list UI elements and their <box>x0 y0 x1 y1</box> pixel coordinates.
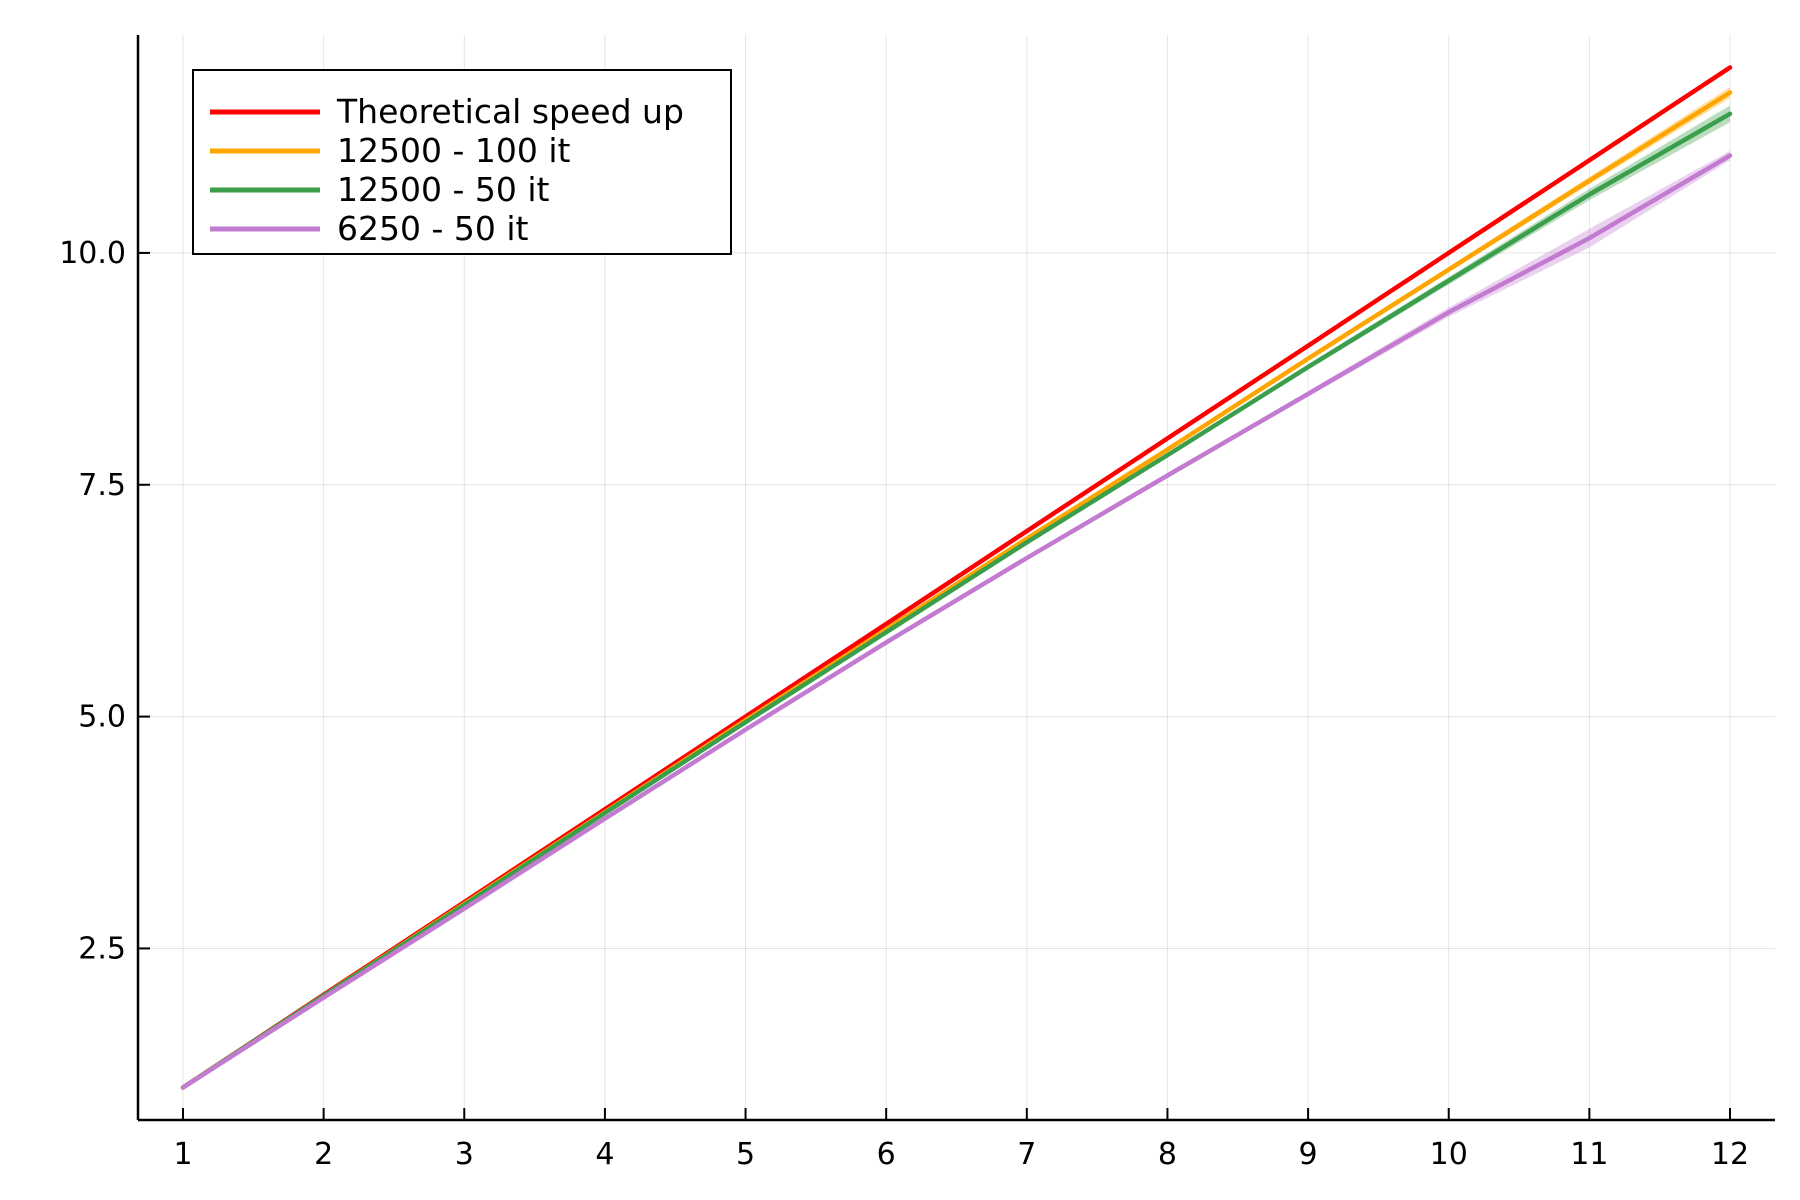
x-tick-label: 11 <box>1570 1137 1608 1172</box>
series-point <box>1446 250 1451 255</box>
series-point <box>1446 310 1451 315</box>
series-point <box>743 727 748 732</box>
y-tick-label: 2.5 <box>78 931 126 966</box>
series-point <box>1165 436 1170 441</box>
series-point <box>1587 192 1592 197</box>
series-point <box>1306 391 1311 396</box>
x-tick-label: 2 <box>314 1137 333 1172</box>
series-point <box>602 816 607 821</box>
series-point <box>1024 540 1029 545</box>
y-tick-label: 7.5 <box>78 468 126 503</box>
x-tick-label: 4 <box>595 1137 614 1172</box>
series-point <box>1727 65 1732 70</box>
y-tick-label: 10.0 <box>59 236 126 271</box>
axes: 1 2 3 4 5 6 7 8 9 10 11 122.55.07.510.0 <box>59 35 1775 1172</box>
series-point <box>1727 90 1732 95</box>
x-tick-label: 3 <box>455 1137 474 1172</box>
series-point <box>1446 267 1451 272</box>
x-tick-label: 6 <box>877 1137 896 1172</box>
series-point <box>743 720 748 725</box>
series-point <box>1306 356 1311 361</box>
x-tick-label: 12 <box>1711 1137 1749 1172</box>
series-point <box>181 1085 186 1090</box>
x-tick-label: 5 <box>736 1137 755 1172</box>
legend-label: 12500 - 100 it <box>337 131 571 170</box>
series-point <box>1024 529 1029 534</box>
series-lines <box>180 65 1733 1090</box>
series-point <box>321 995 326 1000</box>
series-point <box>1306 343 1311 348</box>
series-point <box>1587 178 1592 183</box>
x-tick-label: 1 <box>173 1137 192 1172</box>
x-tick-label: 9 <box>1299 1137 1318 1172</box>
series-line <box>180 111 1733 1090</box>
series-point <box>462 906 467 911</box>
series-point <box>1587 158 1592 163</box>
legend-label: 12500 - 50 it <box>337 170 550 209</box>
series-point <box>1306 364 1311 369</box>
series-point <box>1727 111 1732 116</box>
series-point <box>1165 447 1170 452</box>
y-tick-label: 5.0 <box>78 700 126 735</box>
x-tick-label: 7 <box>1017 1137 1036 1172</box>
series-point <box>1446 278 1451 283</box>
series-point <box>602 811 607 816</box>
series-point <box>1727 153 1732 158</box>
x-tick-label: 8 <box>1158 1137 1177 1172</box>
x-tick-label: 10 <box>1430 1137 1468 1172</box>
series-point <box>884 621 889 626</box>
series-point <box>884 640 889 645</box>
series-point <box>1165 473 1170 478</box>
series-line <box>180 153 1733 1090</box>
series-point <box>1024 556 1029 561</box>
legend-box <box>192 69 732 255</box>
legend-label: 6250 - 50 it <box>337 209 529 248</box>
series-point <box>1587 236 1592 241</box>
series-point <box>1165 453 1170 458</box>
legend-label: Theoretical speed up <box>336 92 684 131</box>
series-point <box>884 630 889 635</box>
